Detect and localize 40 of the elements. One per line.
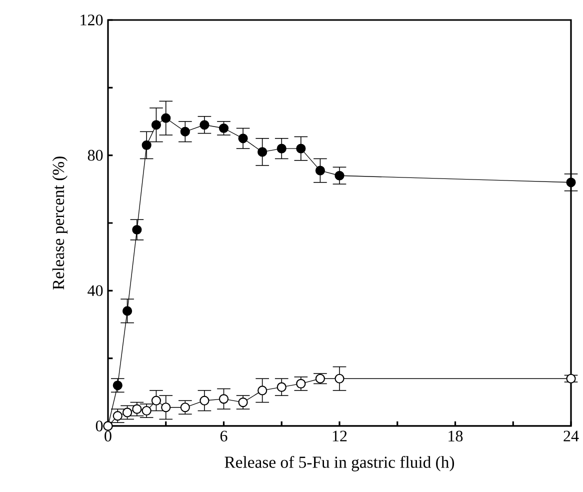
point	[566, 178, 576, 188]
point	[258, 147, 268, 157]
point	[238, 134, 248, 144]
x-tick-label: 24	[564, 430, 579, 442]
point	[334, 374, 344, 384]
y-tick-label: 80	[88, 150, 103, 161]
point	[161, 113, 171, 123]
point	[161, 402, 171, 412]
point	[122, 306, 132, 316]
point	[112, 380, 122, 390]
point	[258, 386, 268, 396]
y-axis-title: Release percent (%)	[52, 156, 68, 290]
point	[180, 402, 190, 412]
point	[566, 374, 576, 384]
point	[276, 144, 286, 154]
point	[112, 411, 122, 421]
point	[142, 406, 152, 416]
x-axis-title: Release of 5-Fu in gastric fluid (h)	[224, 456, 454, 472]
point	[180, 126, 190, 136]
point	[276, 382, 286, 392]
point	[296, 144, 306, 154]
point	[122, 408, 132, 418]
y-tick-label: 40	[88, 285, 103, 296]
point	[132, 224, 142, 235]
point	[151, 396, 162, 406]
x-tick-label: 18	[448, 430, 463, 442]
point	[200, 120, 210, 130]
point	[334, 170, 344, 180]
x-tick-label: 6	[220, 430, 228, 442]
point	[238, 398, 248, 408]
point	[142, 140, 152, 150]
point	[218, 394, 229, 404]
point	[296, 378, 306, 388]
y-tick-label: 120	[80, 14, 103, 26]
point	[151, 120, 162, 130]
point	[200, 396, 210, 406]
y-tick-label: 0	[96, 420, 103, 432]
x-tick-label: 0	[104, 430, 112, 442]
point	[315, 166, 326, 176]
x-tick-label: 12	[332, 430, 347, 442]
